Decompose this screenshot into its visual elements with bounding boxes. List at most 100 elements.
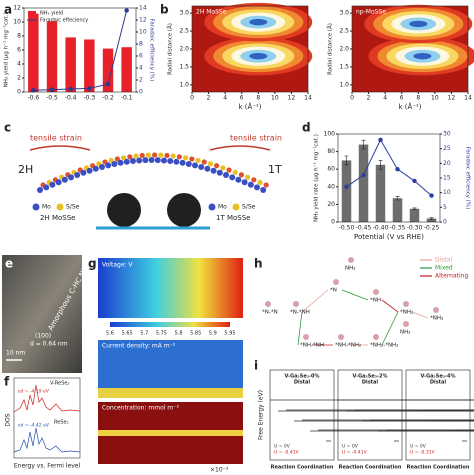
x-axis-label: Reaction Coordination (407, 465, 470, 471)
plot-frame (269, 369, 335, 461)
energy-steps (406, 399, 474, 442)
error-bar (429, 217, 434, 220)
annotation: εd = -4.19 eV (18, 389, 50, 395)
y-tick-label: 8 (17, 33, 21, 40)
y2-tick-label: 15 (443, 175, 451, 182)
legend-label: NH₃ yield (40, 11, 63, 17)
diagram-path: Distal (430, 380, 447, 386)
atom (204, 165, 211, 172)
atom (214, 163, 220, 169)
legend-label: Mixed (435, 265, 453, 272)
y-tick-label: 2.0 (339, 46, 349, 53)
legend-label: S/Se (242, 204, 256, 211)
y-tick-label: 2.5 (339, 28, 349, 35)
fe-line (33, 10, 128, 91)
axis-label: Free Energy (eV) (258, 390, 265, 440)
legend-dot (232, 203, 240, 211)
x-tick-label: 6 (240, 95, 244, 102)
legend-label: U = -0.41V (342, 450, 368, 456)
x-tick-label: -0.25 (424, 225, 440, 232)
error-bar (344, 155, 349, 166)
atom (136, 157, 143, 164)
node-label: *N-*NH (290, 310, 310, 316)
x-tick-label: -0.4 (65, 95, 77, 102)
contour (409, 20, 428, 28)
y2-tick-label: 10 (139, 29, 147, 36)
diagram-title: V-Ga₂Se₃-0% (285, 374, 320, 380)
plane-label: (100) (35, 333, 51, 340)
adsorbate (403, 301, 409, 307)
x-tick-label: 4 (223, 95, 227, 102)
field-map (98, 430, 243, 436)
y-tick-label: 12 (13, 5, 21, 12)
x-tick-label: -0.5 (46, 95, 58, 102)
panel-label: d (302, 121, 311, 135)
atom (142, 157, 149, 164)
pathway (381, 299, 399, 313)
y2-tick-label: 6 (139, 53, 143, 60)
legend-label: Mo (42, 204, 51, 211)
y2-tick-label: 4 (139, 65, 143, 72)
panel-label: i (254, 359, 258, 373)
map-title: np-MoSSe (356, 9, 386, 16)
legend-label: Distal (435, 257, 452, 264)
node-label: *N (330, 288, 337, 294)
panel-label: b (160, 3, 169, 17)
bar (121, 47, 132, 92)
node-label: *NH (370, 298, 381, 304)
panel-label: e (5, 257, 13, 271)
atom (158, 152, 164, 158)
x-tick-label: -0.1 (121, 95, 133, 102)
atom (133, 153, 139, 159)
pathway (381, 311, 399, 346)
atom (154, 157, 161, 164)
atom (68, 174, 74, 181)
y-tick-label: 3.0 (339, 10, 349, 17)
plot-frame (337, 133, 441, 223)
x-tick-label: 2 (367, 95, 371, 102)
inset (167, 193, 201, 227)
legend-label: Mo (218, 204, 227, 211)
atom (145, 152, 151, 158)
atom (164, 152, 170, 159)
colorbar-label: 5.6 (106, 331, 114, 337)
colorbar-labels: 5.6 5.65 5.7 5.75 5.8 5.85 5.9 5.95 (106, 331, 236, 337)
atom (235, 176, 242, 183)
legend-label: Alternating (435, 273, 468, 280)
pathway (297, 311, 303, 346)
y2-tick-label: 5 (443, 204, 447, 211)
y-axis-label: Radial distance (Å) (327, 23, 334, 75)
contour (413, 52, 432, 60)
x-tick-label: 14 (464, 95, 472, 102)
atom (241, 179, 248, 186)
y-axis-label: NH₃ yield (μg h⁻¹ mg⁻¹cat.) (3, 13, 10, 88)
y-tick-label: 4 (17, 61, 21, 68)
atom (43, 184, 50, 191)
phase-label: 1T (268, 163, 282, 176)
atom (179, 159, 186, 166)
y2-tick-label: 8 (139, 41, 143, 48)
adsorbate (348, 257, 354, 263)
y-tick-label: 3.0 (179, 10, 189, 17)
y-tick-label: 80 (327, 148, 335, 155)
fe-marker (412, 178, 417, 184)
panel-label: f (4, 375, 10, 389)
bar (392, 198, 403, 222)
x-axis-label: Reaction Coordination (271, 465, 334, 471)
colorbar-label: 5.75 (156, 331, 167, 337)
x-tick-label: 4 (383, 95, 387, 102)
caption: 2H MoSSe (40, 214, 75, 222)
atom (183, 155, 189, 161)
atom (61, 176, 68, 183)
atom (173, 158, 180, 165)
atom (216, 169, 223, 176)
y-tick-label: 20 (327, 201, 335, 208)
atom (189, 156, 195, 162)
fe-marker (31, 88, 36, 93)
energy-steps (270, 399, 474, 442)
colorbar-label: 5.85 (190, 331, 201, 337)
bar (46, 21, 58, 92)
y-tick-label: 40 (327, 183, 335, 190)
atom (195, 157, 201, 164)
bar (84, 39, 95, 92)
